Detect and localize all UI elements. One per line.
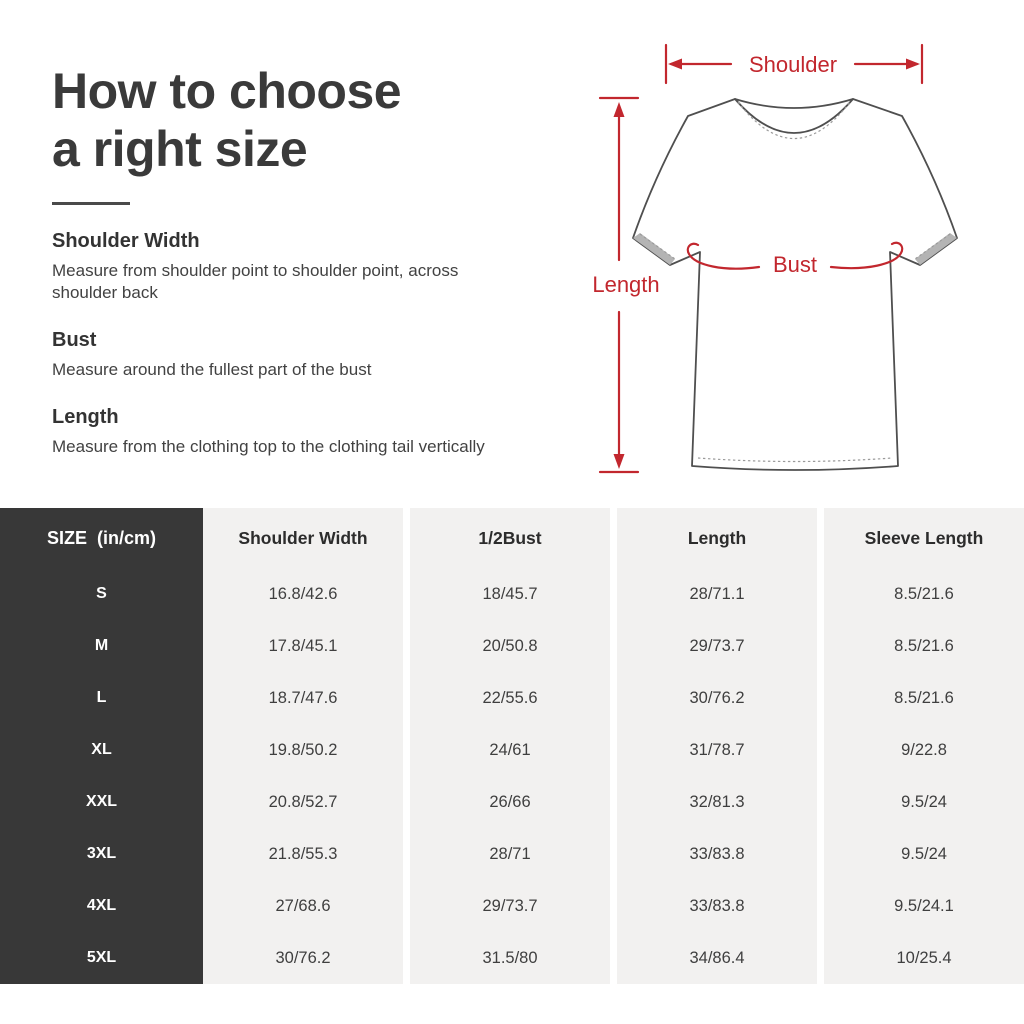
size-value-cell: 27/68.6 (275, 896, 331, 915)
column-half-bust: 1/2Bust 18/45.7 20/50.8 22/55.6 24/61 26/66 2… (410, 508, 610, 984)
size-value-cell: 10/25.4 (896, 948, 952, 967)
sleeve-hem-shading (633, 233, 957, 265)
size-value-cell: 30/76.2 (275, 948, 331, 967)
size-value-cell: 18/45.7 (482, 584, 538, 603)
size-row-label: S (96, 585, 107, 602)
size-value-cell: 21.8/55.3 (268, 844, 338, 863)
size-row-label: XXL (85, 793, 118, 810)
shoulder-label: Shoulder (749, 52, 837, 77)
section-heading-length: Length (52, 406, 119, 428)
bust-measure-ellipse (686, 241, 904, 270)
length-label: Length (592, 272, 659, 297)
size-value-cell: 33/83.8 (689, 896, 745, 915)
size-value-cell: 30/76.2 (689, 688, 745, 707)
column-header-shoulder-width: Shoulder Width (238, 527, 368, 548)
section-body-bust: Measure around the fullest part of the b… (52, 360, 372, 379)
section-heading-shoulder-width: Shoulder Width (52, 230, 200, 252)
size-value-cell: 31.5/80 (482, 948, 538, 967)
section-heading-bust: Bust (52, 329, 97, 351)
column-sleeve-length: Sleeve Length 8.5/21.6 8.5/21.6 8.5/21.6 9/… (824, 508, 1024, 984)
size-row-label: XL (91, 741, 112, 758)
tshirt-illustration (632, 98, 958, 471)
page-title-line2: a right size (52, 121, 308, 177)
intro-section: How to choose a right size Shoulder Width… (52, 62, 488, 458)
column-shoulder-width: Shoulder Width 16.8/42.6 17.8/45.1 18.7/47… (203, 508, 403, 984)
column-length: Length 28/71.1 29/73.7 30/76.2 31/78.7 32/81… (617, 508, 817, 984)
title-underline (52, 202, 130, 205)
size-value-cell: 33/83.8 (689, 844, 745, 863)
tshirt-diagram: Shoulder Length Bust (585, 20, 1024, 495)
size-value-cell: 29/73.7 (689, 636, 745, 655)
size-value-cell: 19.8/50.2 (268, 740, 338, 759)
length-measure-arrow (598, 96, 640, 474)
size-value-cell: 31/78.7 (689, 740, 745, 759)
size-row-label: L (96, 689, 107, 706)
size-value-cell: 32/81.3 (689, 792, 745, 811)
section-body-shoulder-width: Measure from shoulder point to shoulder … (52, 261, 459, 302)
size-column: SIZE (in/cm) S M L XL XXL 3XL 4XL 5XL (0, 508, 203, 984)
column-header-sleeve-length: Sleeve Length (864, 527, 984, 548)
size-value-cell: 24/61 (489, 740, 531, 759)
size-value-cell: 18.7/47.6 (268, 688, 338, 707)
column-header-half-bust: 1/2Bust (478, 527, 542, 548)
size-value-cell: 28/71 (489, 844, 531, 863)
shoulder-measure-arrow (664, 43, 924, 85)
size-row-label: 5XL (86, 949, 117, 966)
size-column-header: SIZE (in/cm) (46, 527, 156, 548)
page-title: How to choose a right size (52, 62, 488, 178)
size-value-cell: 20/50.8 (482, 636, 538, 655)
size-value-cell: 34/86.4 (689, 948, 745, 967)
size-value-cell: 8.5/21.6 (894, 584, 954, 603)
size-value-cell: 22/55.6 (482, 688, 538, 707)
size-value-cell: 9.5/24 (901, 844, 947, 863)
size-row-label: 4XL (86, 897, 117, 914)
tshirt-diagram-svg: Shoulder Length Bust (592, 43, 958, 474)
size-value-cell: 26/66 (489, 792, 531, 811)
section-body-length: Measure from the clothing top to the clo… (52, 437, 485, 456)
page-title-line1: How to choose (52, 63, 402, 119)
measure-labels: Shoulder Length Bust (592, 52, 837, 297)
measure-annotations (598, 43, 924, 474)
size-table: SIZE (in/cm) S M L XL XXL 3XL 4XL 5XL Shoulder … (0, 508, 1024, 984)
size-row-label: 3XL (86, 845, 117, 862)
column-header-length: Length (687, 527, 747, 548)
size-value-cell: 9.5/24.1 (894, 896, 954, 915)
size-value-cell: 29/73.7 (482, 896, 538, 915)
size-value-cell: 8.5/21.6 (894, 688, 954, 707)
bust-label: Bust (773, 252, 817, 277)
stitch-lines (639, 101, 951, 463)
size-value-cell: 8.5/21.6 (894, 636, 954, 655)
size-value-cell: 20.8/52.7 (268, 792, 338, 811)
size-value-cell: 9/22.8 (901, 740, 947, 759)
size-row-label: M (94, 637, 109, 654)
size-value-cell: 16.8/42.6 (268, 584, 338, 603)
size-value-cell: 9.5/24 (901, 792, 947, 811)
size-value-cell: 17.8/45.1 (268, 636, 338, 655)
size-value-cell: 28/71.1 (689, 584, 745, 603)
